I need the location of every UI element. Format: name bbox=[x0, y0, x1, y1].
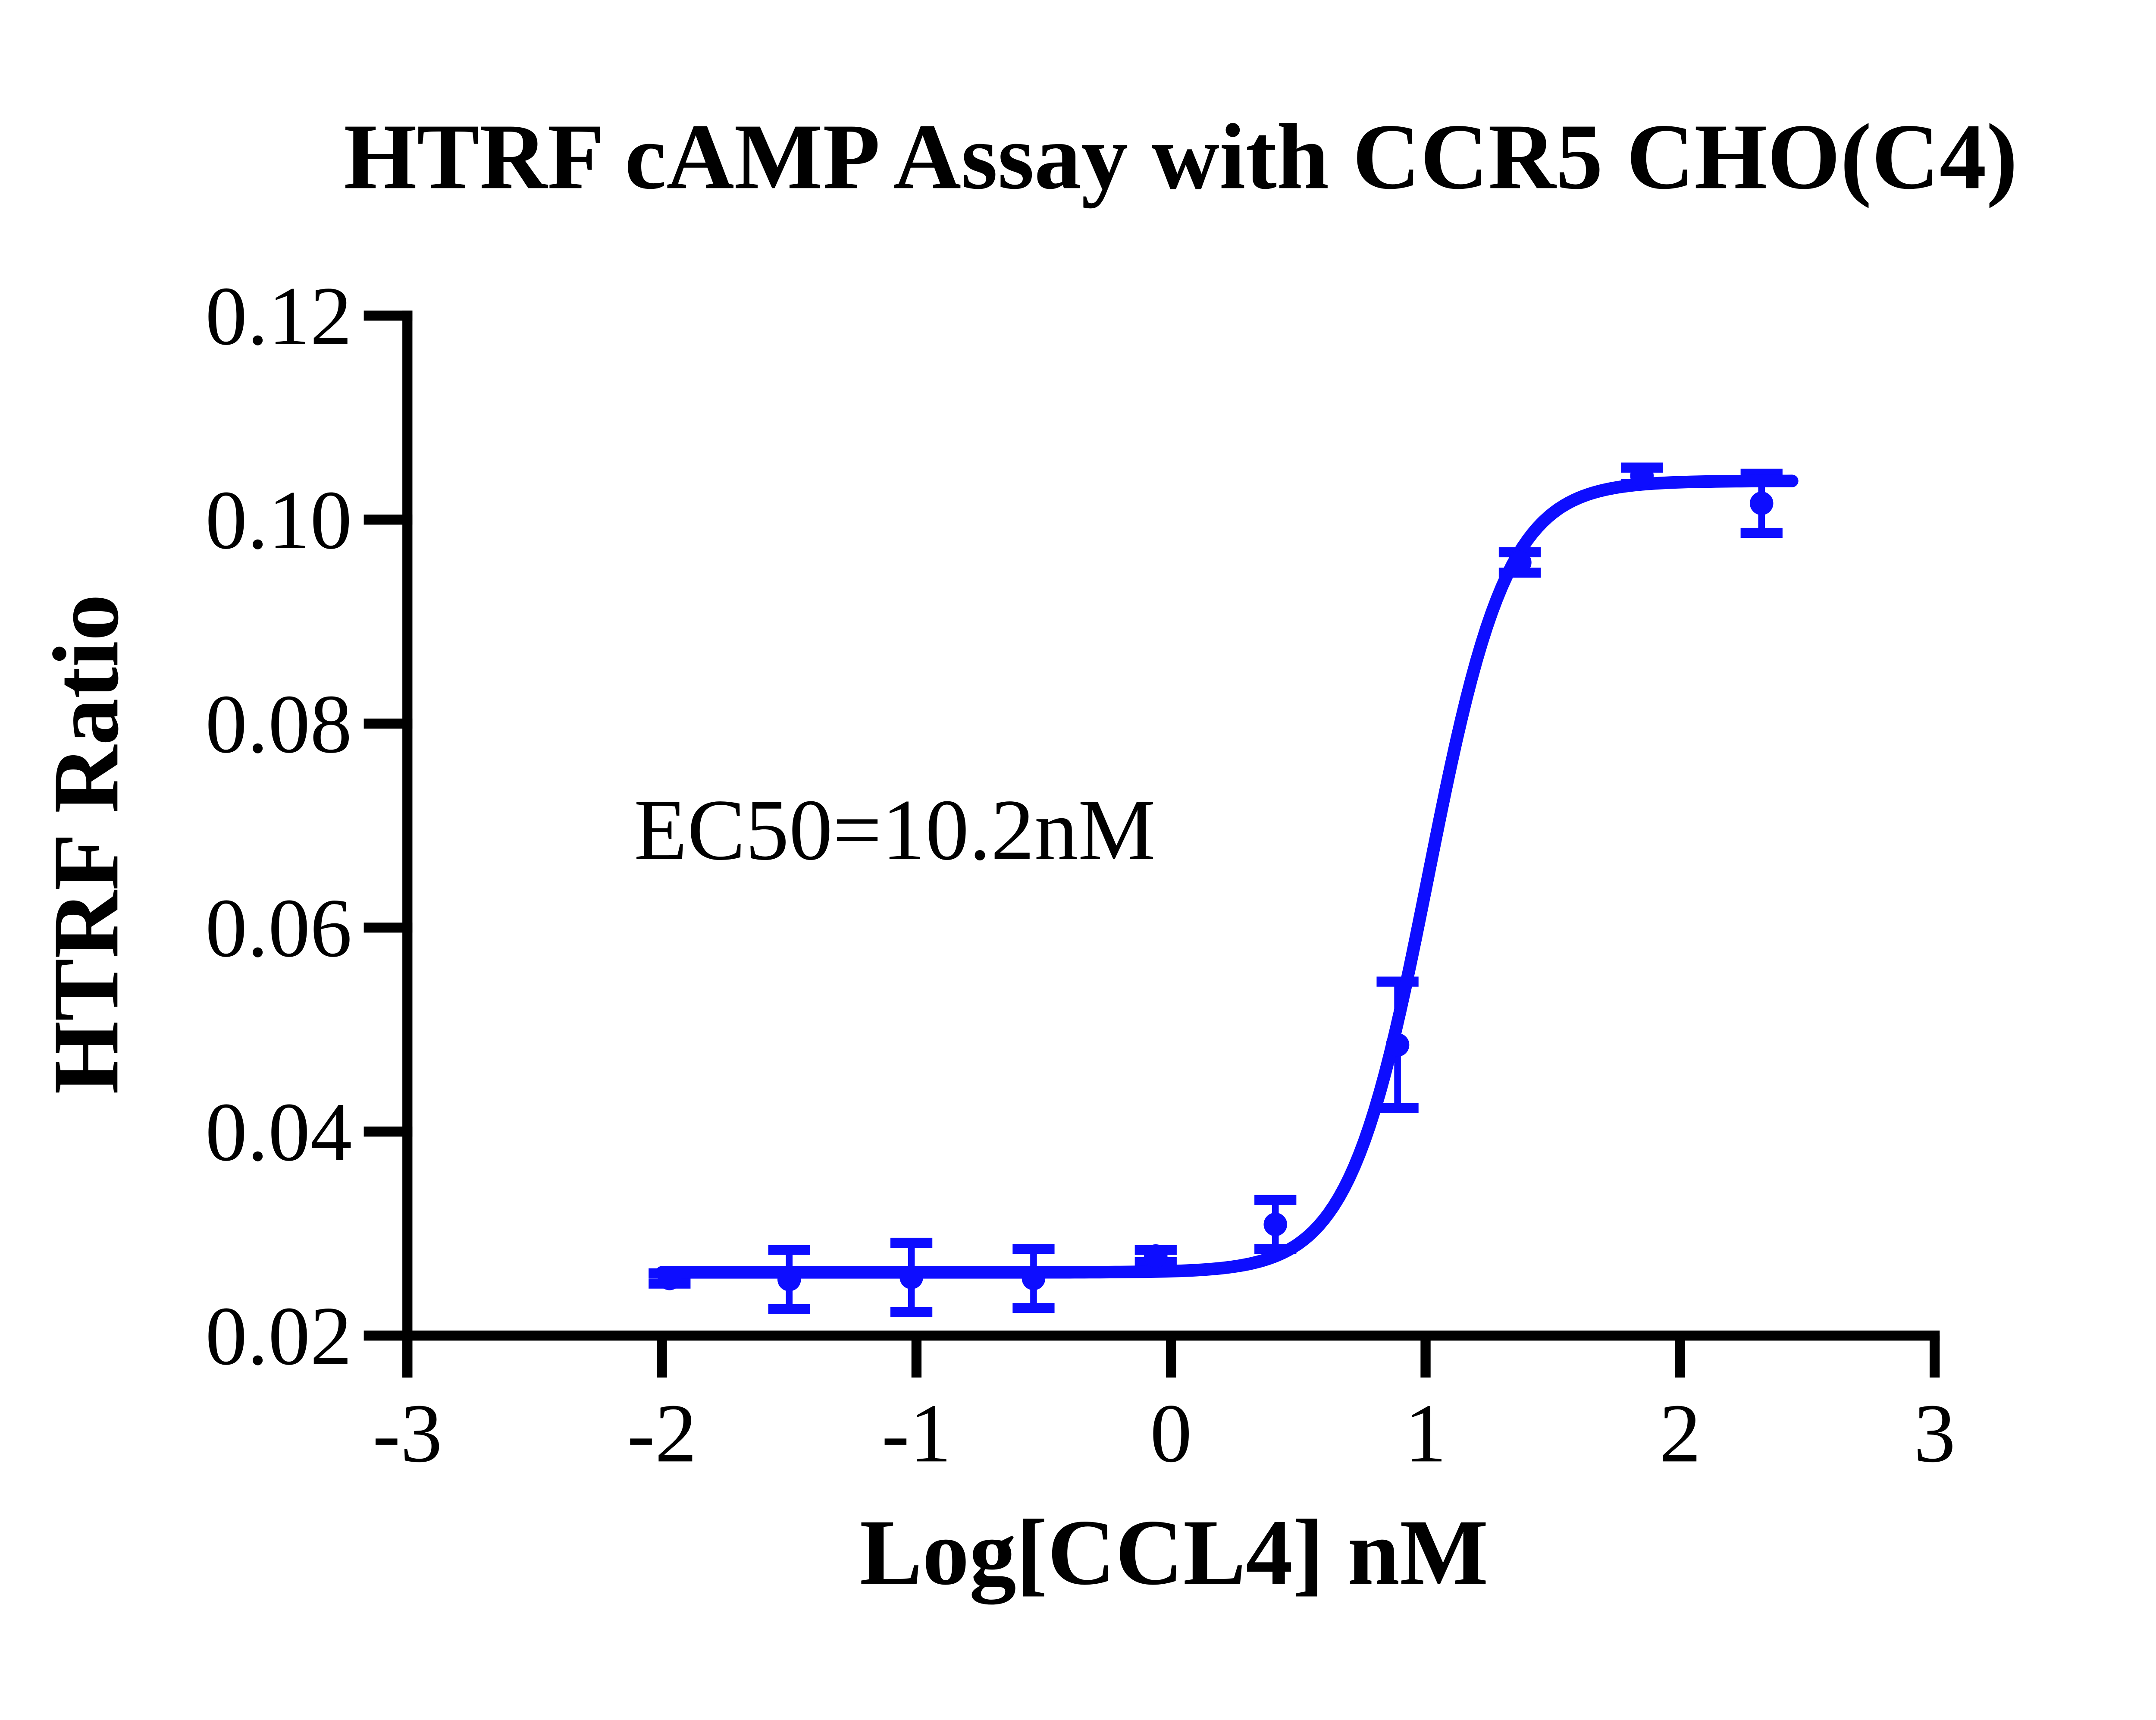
x-tick-label: 3 bbox=[1914, 1387, 1955, 1480]
data-point bbox=[658, 1267, 682, 1290]
x-axis-title: Log[CCL4] nM bbox=[860, 1500, 1489, 1604]
x-tick-label: -2 bbox=[627, 1387, 697, 1480]
data-point bbox=[1750, 491, 1774, 515]
y-tick-label: 0.06 bbox=[205, 882, 352, 975]
fit-curve bbox=[655, 474, 1799, 1279]
data-point bbox=[777, 1268, 801, 1291]
y-tick-label: 0.08 bbox=[205, 678, 352, 771]
x-tick-label: 2 bbox=[1659, 1387, 1701, 1480]
chart-title: HTRF cAMP Assay with CCR5 CHO(C4) bbox=[344, 105, 2018, 209]
y-tick-label: 0.10 bbox=[205, 474, 352, 567]
y-tick-label: 0.02 bbox=[205, 1290, 352, 1383]
data-point bbox=[1630, 464, 1654, 488]
y-tick-label: 0.04 bbox=[205, 1086, 352, 1179]
x-tick-label: 0 bbox=[1150, 1387, 1192, 1480]
x-tick-label: -3 bbox=[373, 1387, 442, 1480]
ec50-annotation: EC50=10.2nM bbox=[634, 782, 1156, 878]
data-point bbox=[1144, 1244, 1168, 1268]
y-axis-title: HTRF Ratio bbox=[34, 594, 138, 1094]
data-point bbox=[899, 1265, 923, 1290]
x-tick-label: -1 bbox=[881, 1387, 951, 1480]
data-point bbox=[1385, 1033, 1410, 1057]
y-tick-label: 0.12 bbox=[205, 270, 352, 363]
data-point bbox=[1263, 1212, 1287, 1237]
data-point bbox=[1508, 550, 1532, 574]
axes-layer: -3 -2 -1 0 1 2 3 0.02 0.04 0.06 0.08 0.10 0.12 bbox=[205, 270, 1955, 1480]
x-tick-label: 1 bbox=[1404, 1387, 1446, 1480]
data-series-layer bbox=[649, 462, 1799, 1317]
data-point bbox=[1022, 1267, 1046, 1290]
